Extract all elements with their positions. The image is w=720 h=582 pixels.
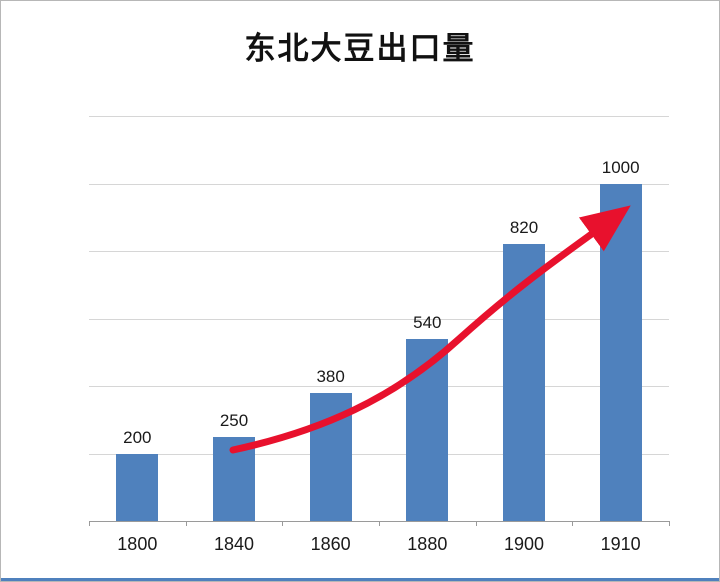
bottom-accent-line: [1, 578, 719, 581]
plot-area: 200 250 380 540 820 1000 1800 1840 1860 1880 1900…: [89, 116, 670, 554]
bar-1880: [406, 338, 449, 521]
bar-1840: [213, 436, 255, 521]
x-axis-label-1840: 1840: [213, 534, 255, 554]
x-axis-tick: [379, 521, 380, 526]
x-axis-label-1910: 1910: [600, 534, 641, 554]
bar-value-label: 250: [219, 410, 249, 430]
bar-1900: [503, 244, 545, 521]
gridline: [89, 453, 669, 455]
x-axis-tick: [572, 521, 574, 526]
x-axis-label-1800: 1800: [117, 534, 158, 554]
gridline: [89, 116, 669, 117]
bar-value-label: 820: [509, 218, 539, 238]
x-axis-label-1880: 1880: [407, 534, 448, 554]
bar-value-label: 1000: [601, 157, 640, 177]
x-axis-label-1900: 1900: [503, 534, 545, 554]
gridline: [89, 251, 669, 252]
gridline: [89, 318, 669, 320]
bar-1800: [116, 453, 159, 521]
bar-value-label: 200: [123, 427, 152, 447]
x-axis-tick: [282, 521, 284, 526]
gridline: [89, 183, 669, 185]
x-axis-tick: [185, 521, 187, 526]
bar-value-label: 380: [316, 366, 345, 386]
x-axis-tick: [475, 521, 477, 526]
x-axis-label-1860: 1860: [310, 534, 351, 554]
bar-1910: [599, 183, 642, 521]
chart-title: 东北大豆出口量: [244, 31, 476, 67]
gridline: [89, 386, 669, 387]
x-axis-tick: [669, 521, 670, 526]
bar-value-label: 540: [413, 312, 442, 332]
bar-1860: [309, 392, 352, 521]
x-axis-tick: [89, 521, 90, 526]
